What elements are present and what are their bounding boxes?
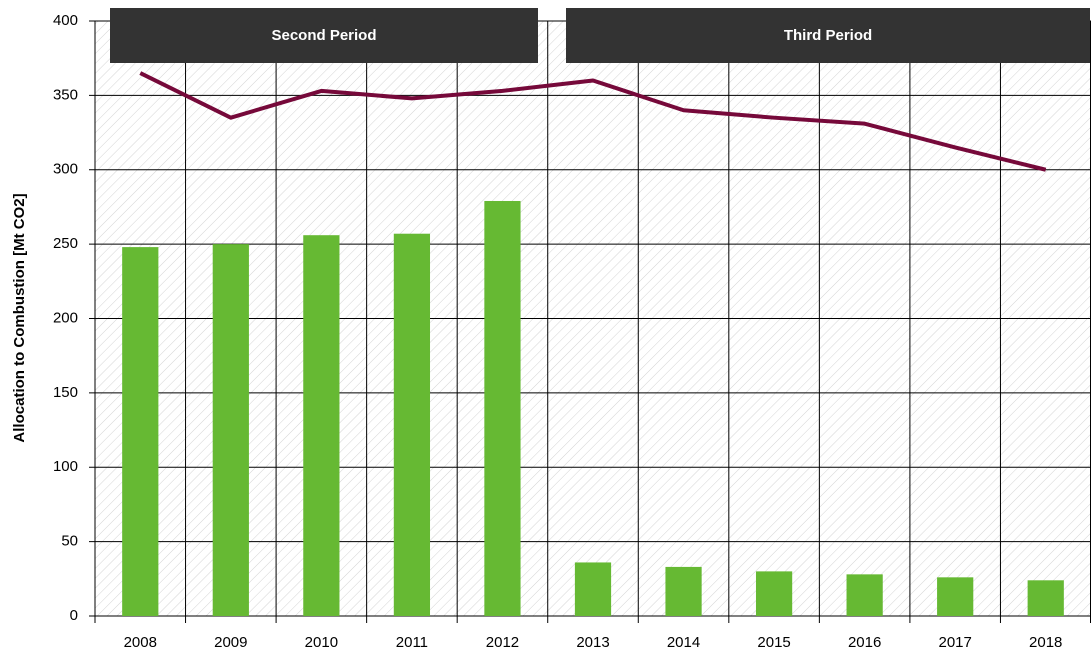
y-tick-label: 0: [70, 607, 78, 624]
x-tick-label: 2018: [1029, 634, 1062, 651]
marks: [122, 71, 1064, 617]
bar: [484, 200, 521, 617]
y-tick-label: 150: [53, 384, 78, 401]
annotation: Third Period: [784, 27, 872, 44]
y-tick-label: 350: [53, 86, 78, 103]
y-tick-label: 400: [53, 12, 78, 29]
bar: [574, 562, 612, 616]
x-tick-label: 2016: [848, 634, 881, 651]
period-box: [566, 8, 1090, 63]
bar: [393, 233, 431, 616]
bar: [122, 247, 159, 616]
x-tick-label: 2008: [124, 634, 157, 651]
line: [139, 71, 1047, 172]
bar: [937, 577, 974, 616]
y-tick-label: 300: [53, 161, 78, 178]
bar: [755, 571, 793, 616]
bar: [846, 574, 883, 616]
x-tick-label: 2010: [305, 634, 338, 651]
y-tick-label: 250: [53, 235, 78, 252]
x-tick-label: 2015: [757, 634, 790, 651]
x-tick-label: 2012: [486, 634, 519, 651]
x-tick-label: 2009: [214, 634, 247, 651]
grid: [89, 20, 1091, 623]
annotation: Second Period: [271, 27, 376, 44]
period-box: [110, 8, 538, 63]
bar: [303, 235, 340, 616]
y-axis-label: Allocation to Combustion [Mt CO2]: [11, 193, 28, 442]
bar: [1027, 580, 1064, 616]
y-tick-label: 200: [53, 309, 78, 326]
x-tick-label: 2013: [576, 634, 609, 651]
y-tick-label: 50: [61, 533, 78, 550]
y-tick-label: 100: [53, 458, 78, 475]
bar: [665, 566, 702, 616]
x-tick-label: 2017: [938, 634, 971, 651]
x-tick-label: 2014: [667, 634, 700, 651]
bar: [212, 244, 249, 616]
x-tick-label: 2011: [396, 634, 428, 651]
